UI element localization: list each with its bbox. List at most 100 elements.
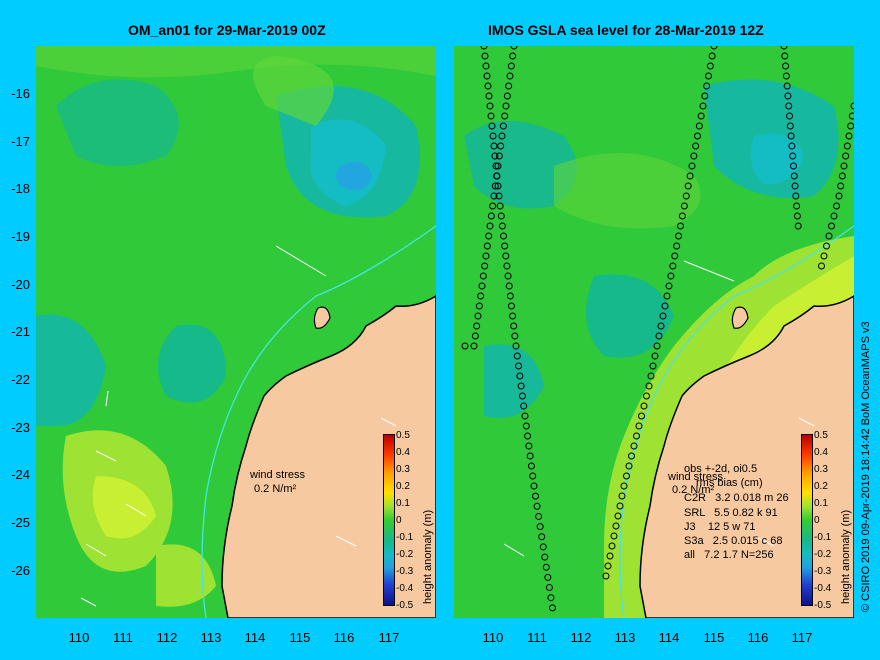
altimeter-obs-marker [496, 202, 504, 210]
altimeter-obs-marker [692, 142, 700, 150]
altimeter-obs-marker [680, 202, 688, 210]
stats-row: SRL 5.5 0.82 k 91 [684, 507, 778, 519]
left-colorbar [383, 434, 395, 606]
altimeter-obs-marker [510, 46, 518, 50]
altimeter-obs-marker [539, 543, 547, 551]
altimeter-obs-marker [835, 192, 843, 200]
altimeter-obs-marker [487, 212, 495, 220]
altimeter-obs-marker [497, 142, 505, 150]
altimeter-obs-marker [530, 482, 538, 490]
altimeter-obs-marker [483, 72, 491, 80]
altimeter-obs-marker [833, 202, 840, 210]
stats-row: all 7.2 1.7 N=256 [684, 549, 774, 561]
altimeter-obs-marker [481, 52, 489, 60]
altimeter-obs-marker [843, 142, 851, 150]
altimeter-obs-marker [506, 292, 514, 300]
altimeter-obs-marker [847, 122, 854, 130]
colorbar-label: -0.5 [814, 600, 832, 611]
altimeter-obs-marker [694, 132, 701, 140]
altimeter-obs-marker [686, 172, 694, 180]
colorbar-label: 0.3 [814, 464, 828, 475]
left-wind-arrows [80, 245, 397, 607]
altimeter-obs-marker [647, 372, 655, 380]
colorbar-label: 0.2 [396, 481, 410, 492]
y-tick: -26 [11, 563, 30, 578]
left-wind-label: wind stress [250, 469, 306, 481]
x-tick: 111 [113, 630, 133, 645]
left-panel-title: OM_an01 for 29-Mar-2019 00Z [128, 22, 326, 38]
altimeter-obs-marker [526, 452, 534, 460]
x-tick: 113 [614, 630, 636, 645]
altimeter-obs-marker [793, 212, 801, 220]
altimeter-obs-marker [787, 132, 795, 140]
y-tick: -17 [11, 134, 30, 149]
altimeter-obs-marker [521, 412, 529, 420]
altimeter-obs-marker [527, 462, 535, 470]
altimeter-obs-marker [818, 262, 825, 270]
right-colorbar [801, 434, 813, 606]
altimeter-obs-marker [504, 272, 512, 280]
y-tick: -24 [11, 467, 30, 482]
altimeter-obs-marker [659, 312, 667, 320]
altimeter-obs-marker [547, 594, 555, 602]
altimeter-obs-marker [663, 292, 671, 300]
altimeter-obs-marker [542, 563, 550, 571]
altimeter-obs-marker [511, 332, 519, 340]
altimeter-obs-marker [502, 102, 510, 110]
altimeter-obs-marker [684, 182, 692, 190]
altimeter-obs-marker [792, 192, 800, 200]
altimeter-obs-marker [604, 562, 612, 570]
altimeter-obs-marker [657, 322, 665, 330]
altimeter-obs-marker [482, 252, 490, 260]
altimeter-obs-marker [525, 442, 533, 450]
altimeter-obs-marker [669, 262, 677, 270]
x-tick: 110 [68, 630, 90, 645]
right-wind-unit: 0.2 N/m² [672, 484, 715, 496]
colorbar-label: -0.2 [814, 549, 832, 560]
altimeter-obs-marker [643, 392, 650, 400]
altimeter-obs-marker [507, 62, 515, 70]
y-tick: -22 [11, 372, 30, 387]
altimeter-obs-marker [825, 232, 833, 240]
left-map-panel [36, 46, 436, 618]
altimeter-obs-marker [518, 392, 526, 400]
altimeter-obs-marker [635, 422, 643, 430]
altimeter-obs-marker [492, 162, 500, 170]
altimeter-obs-marker [710, 46, 718, 50]
altimeter-obs-marker [628, 452, 635, 460]
altimeter-obs-marker [616, 502, 624, 510]
altimeter-obs-marker [842, 152, 850, 160]
altimeter-obs-marker [786, 122, 794, 130]
altimeter-obs-marker [850, 102, 854, 110]
altimeter-obs-marker [784, 92, 792, 100]
altimeter-obs-marker [536, 523, 544, 531]
altimeter-obs-marker [503, 92, 511, 100]
altimeter-obs-marker [618, 492, 626, 500]
altimeter-obs-marker [820, 252, 828, 260]
altimeter-obs-marker [494, 162, 502, 170]
right-wind-arrows [503, 260, 815, 557]
x-tick: 115 [289, 630, 311, 645]
altimeter-obs-marker [705, 72, 712, 80]
right-wind-label: wind stress [668, 471, 724, 483]
altimeter-obs-marker [602, 572, 610, 580]
altimeter-obs-marker [486, 222, 494, 230]
x-tick: 110 [482, 630, 504, 645]
altimeter-obs-marker [490, 142, 498, 150]
altimeter-obs-marker [498, 222, 506, 230]
altimeter-obs-marker [790, 172, 798, 180]
altimeter-obs-marker [502, 252, 510, 260]
altimeter-obs-marker [503, 262, 511, 270]
altimeter-obs-marker [474, 312, 482, 320]
altimeter-obs-marker [671, 252, 679, 260]
altimeter-obs-marker [520, 402, 528, 410]
altimeter-obs-marker [793, 202, 801, 210]
altimeter-obs-marker [489, 132, 497, 140]
altimeter-obs-marker [490, 192, 498, 200]
altimeter-obs-marker [703, 82, 711, 90]
x-tick: 112 [570, 630, 592, 645]
x-tick: 112 [156, 630, 178, 645]
altimeter-obs-marker [682, 192, 690, 200]
y-tick: -19 [11, 229, 30, 244]
colorbar-label: 0.2 [814, 481, 828, 492]
